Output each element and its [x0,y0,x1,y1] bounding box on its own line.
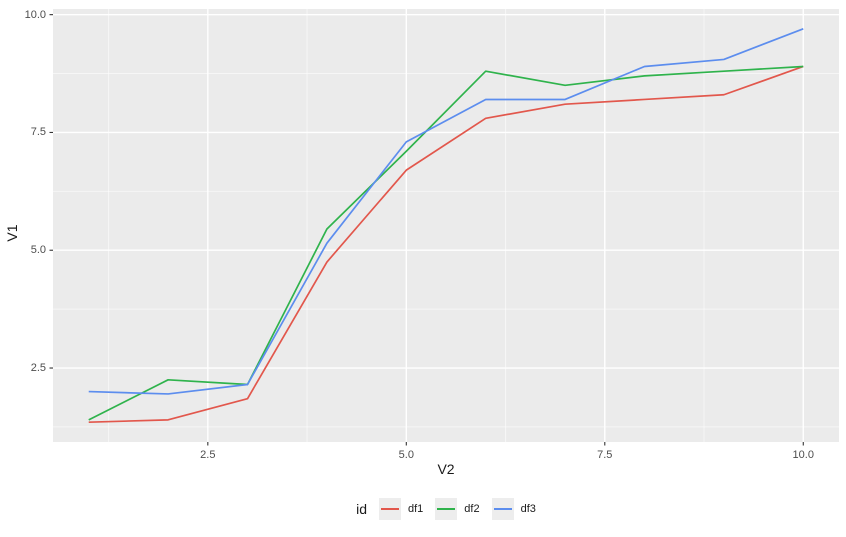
plot-area-svg [49,9,839,446]
y-tick-label: 10.0 [24,8,46,21]
legend-line-swatch [493,508,512,510]
plot-panel [49,9,839,446]
y-tick-label: 5.0 [30,244,46,257]
x-tick-label: 2.5 [200,449,216,461]
legend-item-label: df1 [408,503,424,515]
series-line-df2 [88,65,804,421]
x-axis-title: V2 [437,461,455,477]
legend-key-icon [379,498,401,520]
legend-key-icon [491,498,514,520]
legend-item-df3: df3 [491,498,536,520]
x-tick-label: 7.5 [597,449,613,461]
x-tick-label: 5.0 [398,449,414,461]
series-line-df3 [88,27,804,395]
legend-key-icon [435,498,458,520]
legend-item-df2: df2 [435,498,480,520]
legend-line-swatch [381,508,399,510]
legend-item-df1: df1 [379,498,423,520]
y-axis-title: V1 [4,224,20,242]
legend: id df1 df2 df3 [53,494,839,524]
legend-item-label: df2 [464,503,480,515]
legend-item-label: df3 [520,503,536,515]
y-tick-label: 7.5 [30,126,46,139]
legend-line-swatch [437,508,456,510]
legend-items: df1 df2 df3 [379,498,536,520]
legend-title: id [356,501,367,517]
series-line-df1 [88,65,804,424]
y-tick-label: 2.5 [30,362,46,375]
x-tick-label: 10.0 [792,449,814,461]
